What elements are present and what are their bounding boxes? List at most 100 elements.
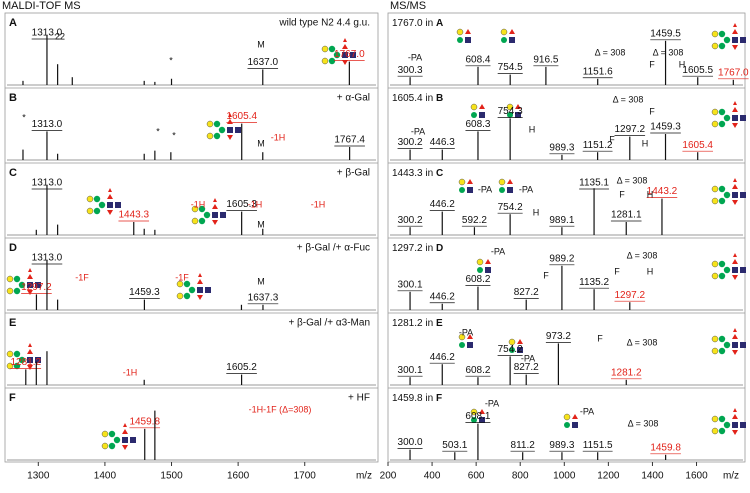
precursor: 1443.3 in — [392, 168, 433, 179]
condition: + β-Gal /+ α3-Man — [288, 318, 370, 329]
annotation: -PA — [580, 406, 594, 416]
peak-label: 1637.0 — [247, 57, 278, 68]
peak-label: 446.2 — [430, 291, 455, 302]
annotation: Δ = 308 — [617, 175, 648, 185]
glycans — [6, 22, 747, 451]
annotation: F — [597, 333, 603, 343]
annotation: * — [156, 126, 160, 136]
peak-label: 1135.1 — [579, 178, 609, 189]
annotation: F — [609, 134, 615, 144]
peak-label: 608.2 — [465, 274, 490, 285]
peak-label: 811.2 — [511, 440, 536, 451]
peak-label: 300.0 — [398, 437, 423, 448]
peak-label: 592.2 — [462, 215, 487, 226]
annotation: H — [647, 266, 654, 276]
condition: + β-Gal — [337, 168, 370, 179]
peak-label: 1281.2 — [10, 357, 41, 368]
annotation: H — [642, 138, 649, 148]
panel-title: 1767.0 in A — [392, 18, 443, 29]
condition: + HF — [348, 393, 370, 404]
annotation: -1H — [248, 199, 263, 209]
peak-label: 827.2 — [514, 287, 539, 298]
peak-label: 1297.2 — [21, 282, 52, 293]
annotation: F — [649, 59, 655, 69]
annotation: Δ = 308 — [628, 418, 659, 428]
annotation: -1H — [271, 132, 286, 142]
annotation: -PA — [478, 184, 492, 194]
peak-label: 1151.2 — [583, 140, 613, 151]
peak-label: 1443.2 — [647, 186, 678, 197]
precursor: 1605.4 in — [392, 93, 433, 104]
panel-title: 1281.2 in E — [392, 318, 443, 329]
precursor: 1297.2 in — [392, 243, 433, 254]
annotation: F — [619, 189, 625, 199]
annotation: M — [257, 138, 265, 148]
peak-label: 1313.0 — [32, 253, 63, 264]
annotation: -1H — [311, 199, 326, 209]
condition: + β-Gal /+ α-Fuc — [297, 243, 370, 254]
annotation: -1F — [175, 272, 189, 282]
peak-label: 1605.4 — [682, 140, 713, 151]
peak-label: 446.2 — [430, 199, 455, 210]
condition: wild type N2 4.4 g.u. — [278, 18, 370, 29]
peak-label: 754.2 — [498, 202, 523, 213]
annotation: M — [257, 276, 265, 286]
peak-label: 1151.6 — [583, 66, 613, 77]
peak-label: 503.1 — [442, 440, 467, 451]
annotation: -PA — [411, 126, 425, 136]
peak-label: 1313.0 — [32, 178, 63, 189]
annotation: 22 — [55, 31, 65, 41]
left-frame — [4, 12, 379, 463]
peak-label: 1459.3 — [129, 287, 160, 298]
right-title: MS/MS — [390, 0, 426, 12]
x-tick-label: 1400 — [94, 471, 117, 482]
annotation: Δ = 308 — [627, 337, 658, 347]
peak-label: 300.1 — [398, 365, 423, 376]
panel-letter: D — [436, 243, 443, 254]
peak-label: 989.3 — [549, 440, 574, 451]
peak-label: 300.2 — [398, 137, 423, 148]
peak-label: 1443.3 — [118, 210, 149, 221]
annotation: -PA — [485, 398, 499, 408]
precursor: 1281.2 in — [392, 318, 433, 329]
annotation: * — [172, 130, 176, 140]
panel-letter: C — [436, 168, 443, 179]
annotation: -PA — [459, 327, 473, 337]
x-tick-label: 1300 — [27, 471, 50, 482]
precursor: 1767.0 in — [392, 18, 433, 29]
panel-letter: B — [436, 93, 443, 104]
peak-label: 754.5 — [498, 62, 523, 73]
peak-label: 1605.3 — [226, 199, 257, 210]
peak-label: 1605.5 — [682, 65, 713, 76]
annotation: -1H — [191, 199, 206, 209]
peak-label: 1151.5 — [583, 440, 613, 451]
annotation: F — [649, 106, 655, 116]
annotation: M — [257, 39, 265, 49]
peak-label: 300.3 — [398, 65, 423, 76]
x-tick-label: 1700 — [294, 471, 317, 482]
left-title: MALDI-TOF MS — [2, 0, 81, 12]
peak-label: 1637.3 — [248, 292, 279, 303]
x-tick-label: 1500 — [160, 471, 183, 482]
panel-title: 1459.8 in F — [392, 393, 442, 404]
annotation: Δ = 308 — [627, 250, 658, 260]
x-tick-label: 600 — [468, 471, 485, 482]
panel-letter: F — [436, 393, 442, 404]
x-tick-label: 1200 — [597, 471, 620, 482]
peak-label: 1313.0 — [32, 28, 63, 39]
panel-letter: E — [436, 318, 443, 329]
annotation: M — [257, 219, 265, 229]
peak-label: 446.3 — [430, 137, 455, 148]
peak-label: 1297.2 — [614, 290, 645, 301]
peak-label: 1281.1 — [611, 210, 642, 221]
annotation: Δ = 308 — [595, 47, 626, 57]
annotation: * — [169, 55, 173, 65]
peak-label: 1459.5 — [650, 28, 681, 39]
panel-letter: F — [9, 392, 16, 404]
peak-label: 1767.0 — [718, 67, 749, 78]
peak-label: 300.1 — [398, 279, 423, 290]
x-axis-label: m/z — [723, 471, 739, 482]
peak-label: 754.3 — [498, 106, 523, 117]
peak-label: 989.2 — [549, 253, 574, 264]
peak-label: 754.2 — [498, 344, 523, 355]
